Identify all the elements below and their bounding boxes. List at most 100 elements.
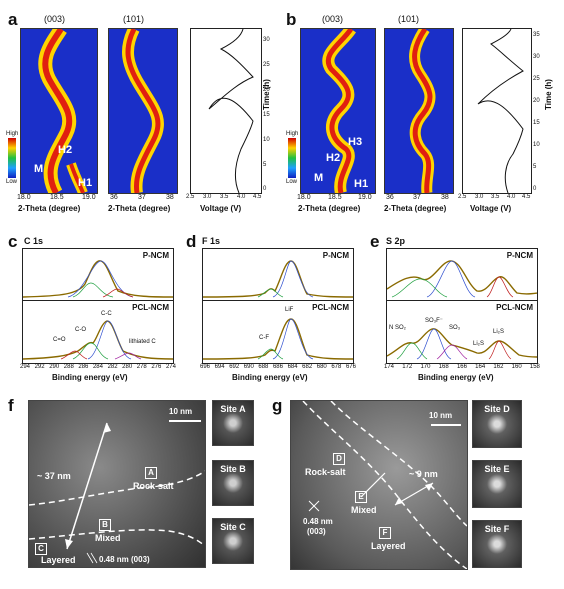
panel-f-site-b-label: Site B (220, 464, 246, 474)
panel-c-xtick: 276 (151, 364, 162, 370)
panel-c-xtick: 294 (20, 364, 31, 370)
panel-a-vtick: 2.5 (186, 194, 195, 200)
panel-d-xtick: 678 (331, 364, 342, 370)
panel-a-xtick: 18.0 (17, 194, 31, 201)
panel-c-xticks: 294 292 290 288 286 284 282 280 278 276 … (20, 364, 176, 370)
panel-b-label: b (286, 10, 297, 29)
panel-e-xtick: 160 (511, 364, 522, 370)
panel-b-time-tick: 25 (533, 76, 540, 82)
panel-c-xtick: 286 (78, 364, 89, 370)
panel-g-site-f-label: Site F (484, 524, 510, 534)
panel-c-top-sample: P-NCM (142, 251, 169, 260)
panel-d-xtick: 680 (316, 364, 327, 370)
panel-e-xlabel: Binding energy (eV) (418, 373, 494, 382)
panel-b-colorbar (288, 138, 296, 178)
panel-e-xtick: 168 (438, 364, 449, 370)
panel-f-fft-site-b: Site B (212, 460, 254, 506)
panel-c-xtick: 278 (136, 364, 147, 370)
panel-a-xlabel-2: 2-Theta (degree) (108, 204, 171, 213)
panel-b-voltage-xlabel: Voltage (V) (470, 204, 512, 213)
panel-b-time-tick: 30 (533, 54, 540, 60)
panel-a-vtick: 3.0 (203, 194, 212, 200)
panel-e-top-spectrum: P-NCM (386, 248, 538, 302)
panel-f-region-name-a: Rock-salt (133, 481, 174, 491)
panel-g-site-d-label: Site D (484, 404, 510, 414)
panel-b-xlabel-1: 2-Theta (degree) (298, 204, 361, 213)
panel-e-element: S 2p (386, 236, 406, 246)
panel-e-xtick: 174 (384, 364, 395, 370)
panel-b-peak-003: (003) (322, 14, 344, 24)
panel-a-voltage-xlabel: Voltage (V) (200, 204, 242, 213)
panel-e-xtick: 158 (529, 364, 540, 370)
panel-e-xtick: 170 (420, 364, 431, 370)
panel-a-xlabel-1: 2-Theta (degree) (18, 204, 81, 213)
panel-b-time-tick: 15 (533, 120, 540, 126)
panel-b-phase-m: M (314, 172, 324, 184)
panel-f-region-name-c: Layered (41, 555, 76, 565)
panel-d-element: F 1s (202, 236, 221, 246)
panel-g-region-tag-f: F (379, 527, 391, 539)
panel-d-label: d (186, 232, 197, 251)
panel-a-peak-003: (003) (44, 14, 66, 24)
panel-a-time-label: Time (h) (262, 79, 271, 110)
panel-a-time-tick: 5 (263, 162, 267, 168)
panel-a-xtick: 37 (138, 194, 146, 201)
panel-a-colorbar-low: Low (6, 179, 18, 185)
panel-g-fft-site-f: Site F (472, 520, 522, 568)
panel-g-region-name-f: Layered (371, 541, 406, 551)
panel-c-element: C 1s (24, 236, 44, 246)
panel-d-xlabel: Binding energy (eV) (232, 373, 308, 382)
panel-g-region-tag-d: D (333, 453, 345, 465)
panel-f-label: f (8, 396, 14, 415)
panel-a-heatmap-003 (20, 28, 98, 194)
panel-a-time-tick: 25 (263, 62, 270, 68)
panel-a-time-tick: 30 (263, 37, 270, 43)
panel-e-xtick: 166 (456, 364, 467, 370)
panel-b-phase-h3: H3 (348, 136, 363, 148)
panel-a-peak-101: (101) (123, 14, 145, 24)
panel-b-vtick: 3.5 (491, 194, 500, 200)
panel-f-region-name-b: Mixed (95, 533, 121, 543)
panel-f-region-tag-a: A (145, 467, 157, 479)
panel-e-peak-so3f: SO₃F⁻ (425, 318, 443, 324)
panel-a-time-tick: 15 (263, 112, 270, 118)
panel-c-xtick: 282 (107, 364, 118, 370)
panel-g-region-tag-e: E (355, 491, 367, 503)
panel-a-phase-h2: H2 (58, 144, 73, 156)
panel-f-scale-bar: 10 nm (169, 407, 193, 416)
panel-b-heatmap-003 (300, 28, 376, 194)
panel-a-vtick: 4.0 (237, 194, 246, 200)
panel-d-xtick: 676 (345, 364, 356, 370)
panel-c-peak-cc: C-C (101, 311, 112, 317)
panel-b-phase-h1: H1 (354, 178, 369, 190)
panel-d-xtick: 694 (214, 364, 225, 370)
panel-g-scale-bar: 10 nm (429, 411, 453, 420)
panel-g-label: g (272, 396, 283, 415)
panel-c-bottom-spectrum: PCL-NCM C-C C-O C=O lithiated C (22, 300, 174, 364)
panel-b-xtick: 38 (441, 194, 449, 201)
panel-c-xtick: 290 (49, 364, 60, 370)
panel-f-tem-image: 10 nm ~ 37 nm A Rock-salt B Mixed C Laye… (28, 400, 206, 568)
panel-f-region-tag-b: B (99, 519, 111, 531)
panel-b-time-tick: 5 (533, 164, 537, 170)
panel-d-xtick: 690 (243, 364, 254, 370)
panel-e-peak-so3: SO₃ (449, 325, 461, 331)
panel-a-colorbar (8, 138, 16, 178)
panel-f-lattice: 0.48 nm (003) (99, 555, 150, 564)
panel-a-label: a (8, 10, 18, 29)
panel-f-fft-site-a: Site A (212, 400, 254, 446)
panel-b-colorbar-high: High (286, 131, 299, 137)
panel-b-xtick: 18.0 (297, 194, 311, 201)
panel-a-colorbar-high: High (6, 131, 19, 137)
panel-d-xtick: 696 (200, 364, 211, 370)
panel-c-xtick: 274 (165, 364, 176, 370)
panel-b-heatmap-101 (384, 28, 454, 194)
panel-b-peak-101: (101) (398, 14, 420, 24)
panel-e-bottom-spectrum: PCL-NCM SO₃F⁻ N SO₂ SO₃ Li₂S Li₂S (386, 300, 538, 364)
panel-g-thickness: ~ 9 nm (409, 469, 438, 479)
panel-c-label: c (8, 232, 18, 251)
panel-e-peak-li2s-b: Li₂S (493, 329, 505, 335)
panel-g-tem-image: 10 nm D Rock-salt E Mixed F Layered ~ 9 … (290, 400, 468, 570)
panel-d-peak-lif: LiF (285, 307, 294, 313)
panel-e-xticks: 174 172 170 168 166 164 162 160 158 (384, 364, 540, 370)
